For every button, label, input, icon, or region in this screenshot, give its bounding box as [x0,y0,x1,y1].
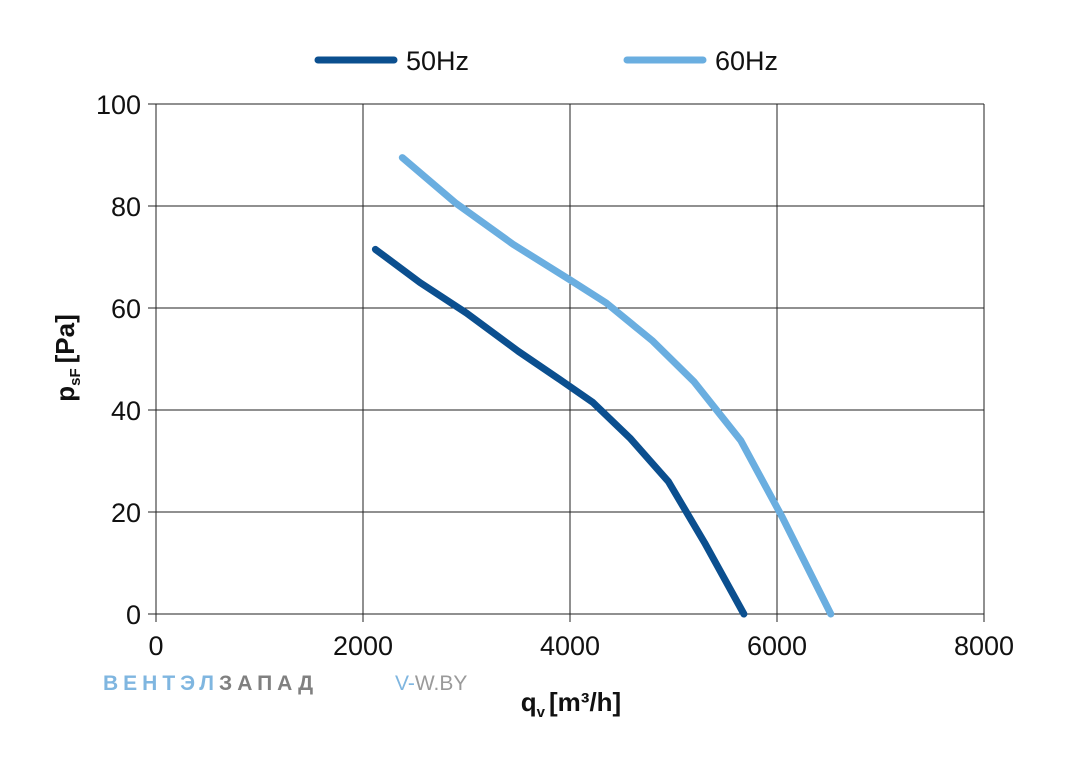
y-axis-title-sub: sF [67,368,84,386]
x-tick-label: 2000 [333,631,393,661]
y-tick-label: 80 [111,192,141,222]
watermark-site-part2: W.BY [415,672,468,695]
watermark-brand: ВЕНТЭЛЗАПАД [103,672,318,695]
y-tick-label: 20 [111,498,141,528]
x-tick-label: 6000 [747,631,807,661]
x-tick-label: 0 [148,631,163,661]
watermark-brand-part2: ЗАПАД [219,672,318,695]
x-axis-title-rest: [m³/h] [549,687,621,717]
y-tick-label: 100 [96,90,141,120]
grid [148,103,985,622]
x-axis-title: qv [m³/h] [521,687,621,721]
y-axis-title-rest: [Pa] [50,314,80,363]
x-tick-label: 8000 [954,631,1014,661]
y-tick-label: 0 [126,600,141,630]
watermark-brand-part1: ВЕНТЭЛ [103,672,219,695]
series-line-60Hz [398,154,835,618]
y-axis-title-main: p [50,386,80,402]
legend-label-60Hz: 60Hz [715,46,778,76]
legend-label-50Hz: 50Hz [406,46,469,76]
x-axis-title-sub: v [537,704,546,721]
watermark-site-part1: V- [395,672,415,695]
y-tick-label: 40 [111,396,141,426]
y-tick-label: 60 [111,294,141,324]
y-axis-title: psF [Pa] [50,314,84,402]
watermark-site: V-W.BY [395,672,467,695]
series-line-50Hz [371,245,748,618]
series [371,154,835,618]
legend: 50Hz 60Hz [314,46,778,76]
x-axis-title-main: q [521,687,537,717]
x-tick-label: 4000 [540,631,600,661]
axis-ticks: 0 20 40 60 80 100 0 2000 4000 6000 8000 [96,90,1014,661]
